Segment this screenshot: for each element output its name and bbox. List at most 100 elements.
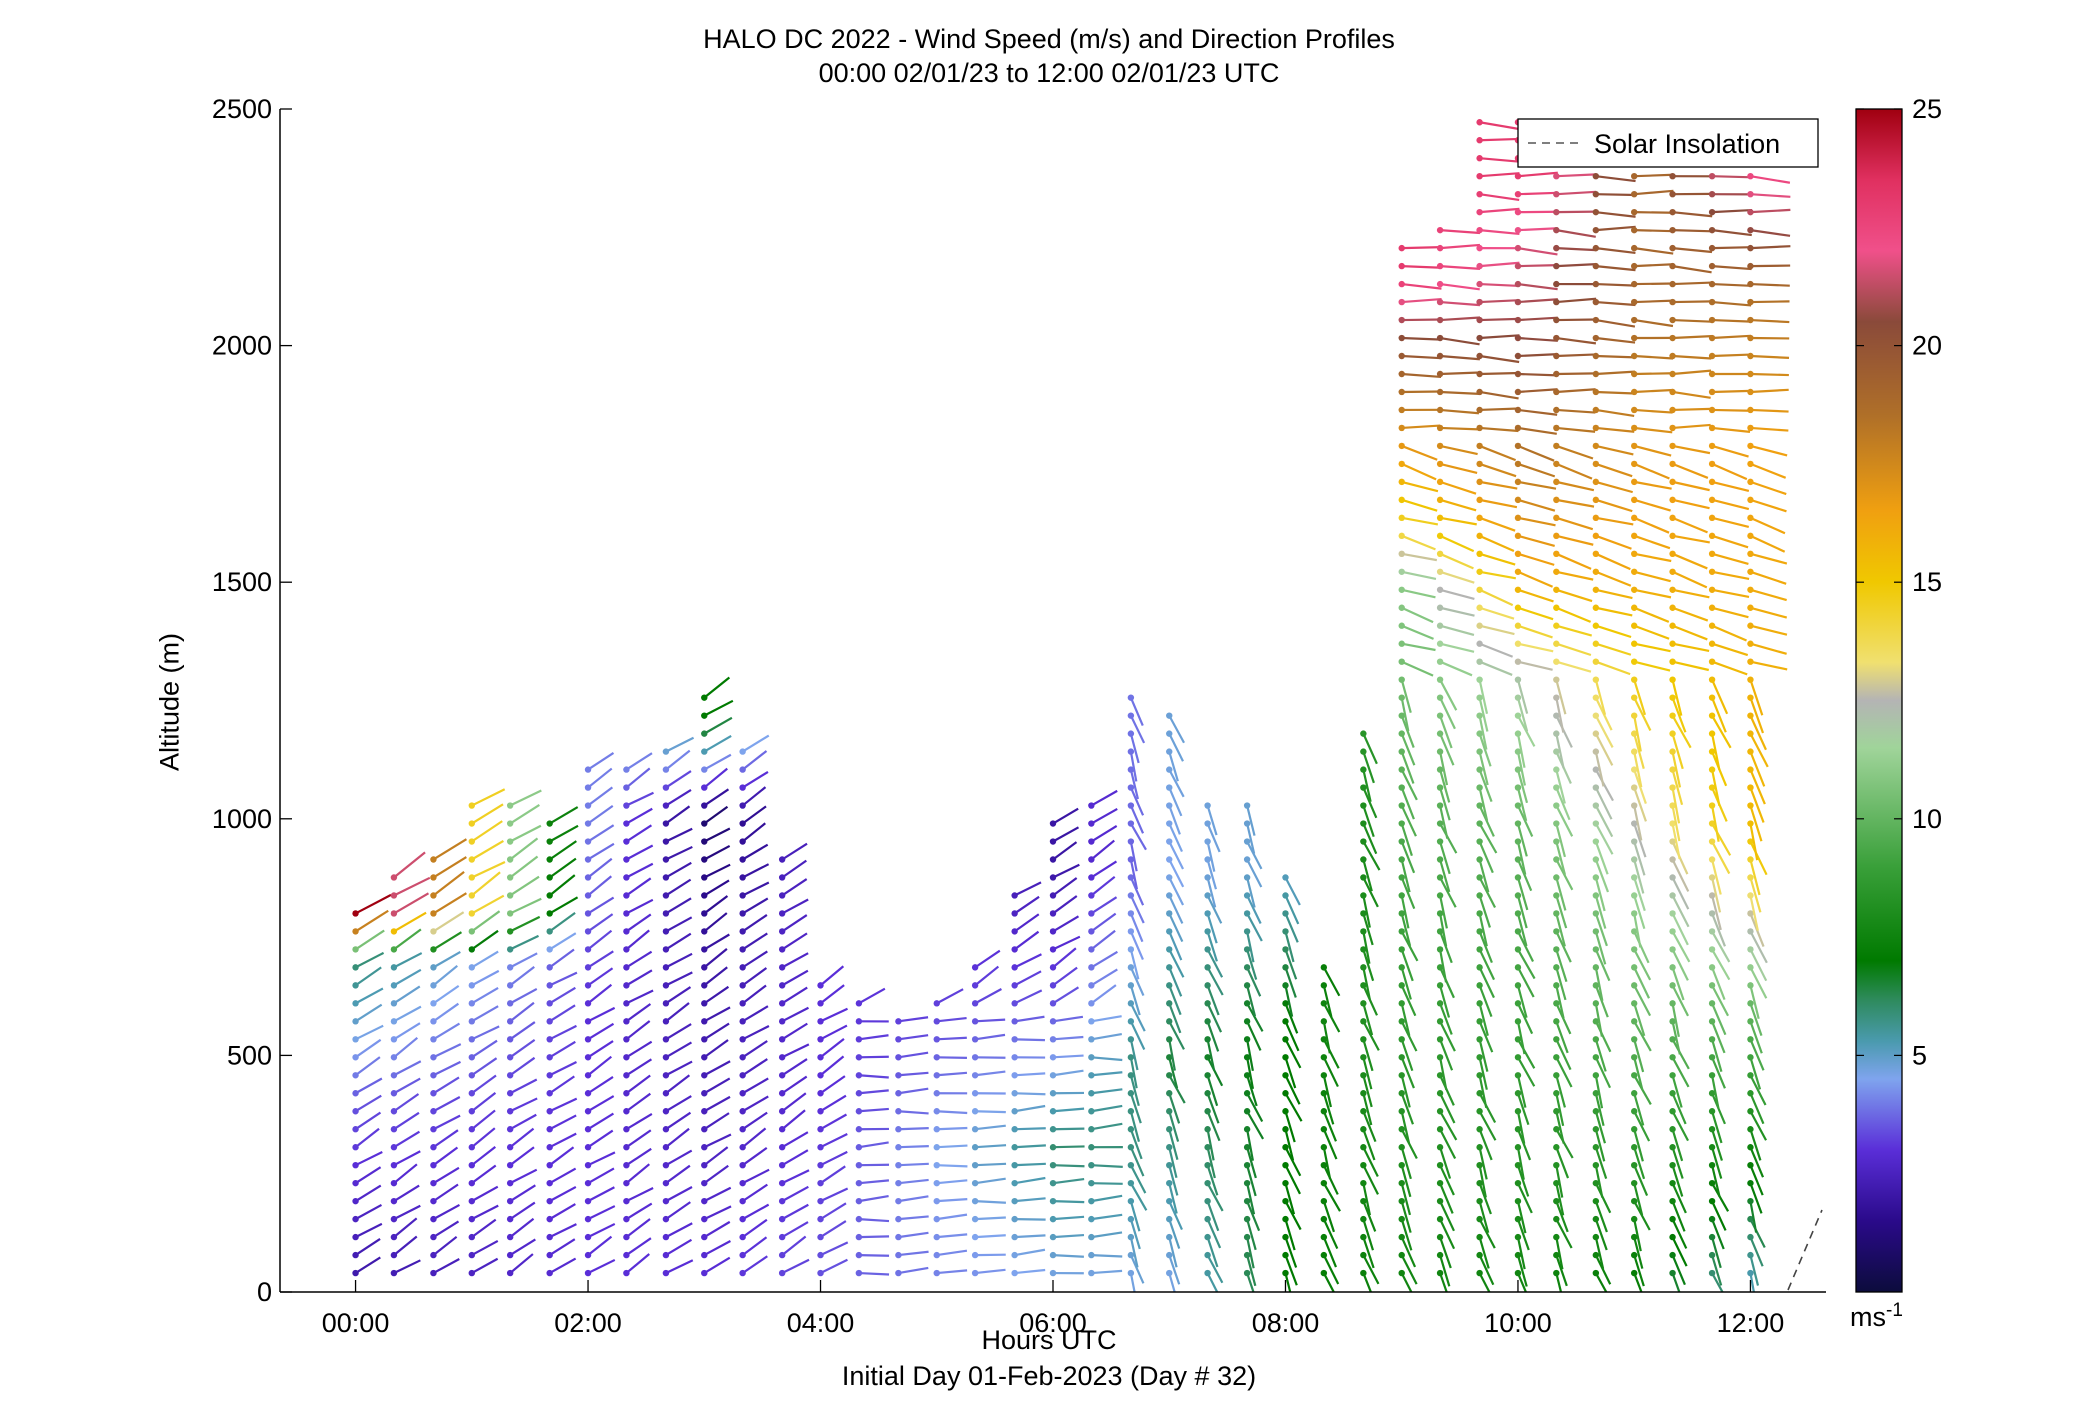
barb-dot: [1669, 1179, 1676, 1187]
wind-barb: [1555, 516, 1594, 531]
barb-dot: [468, 1090, 475, 1097]
wind-barb: [665, 878, 692, 897]
barb-dot: [1398, 352, 1405, 360]
barb-dot: [623, 1018, 630, 1025]
wind-barb: [703, 1164, 729, 1185]
wind-barb: [1439, 805, 1449, 839]
wind-barb: [665, 861, 692, 879]
wind-barb: [742, 734, 770, 753]
wind-barb: [1322, 1110, 1337, 1142]
wind-barb: [975, 1268, 1006, 1275]
barb-dot: [933, 1233, 940, 1241]
barb-dot: [1592, 334, 1600, 342]
barb-dot: [1436, 388, 1444, 396]
barb-dot: [506, 1215, 514, 1223]
barb-dot: [1282, 1108, 1289, 1115]
barb-dot: [933, 1144, 940, 1151]
barb-dot: [1553, 874, 1560, 881]
barb-dot: [1669, 1108, 1676, 1115]
barb-dot: [1669, 262, 1676, 270]
barb-dot: [1243, 892, 1251, 899]
barb-dot: [1476, 532, 1483, 540]
barb-dot: [971, 1108, 979, 1115]
wind-barb: [1633, 606, 1670, 623]
wind-barb: [1206, 1074, 1219, 1107]
wind-barb: [1284, 1074, 1301, 1105]
barb-dot: [817, 1197, 824, 1205]
wind-barb: [820, 1024, 848, 1041]
wind-barb: [1749, 715, 1767, 751]
barb-dot: [1436, 442, 1444, 450]
wind-barb: [1711, 300, 1752, 307]
barb-dot: [623, 910, 630, 917]
wind-barb: [509, 1184, 536, 1203]
barb-dot: [1127, 1000, 1135, 1007]
wind-barb: [1052, 1253, 1084, 1258]
barb-dot: [1553, 298, 1560, 306]
wind-barb: [1750, 624, 1788, 636]
wind-barb: [1711, 1092, 1726, 1125]
wind-barb: [1633, 895, 1646, 930]
wind-barb: [1246, 894, 1262, 924]
barb-dot: [1436, 730, 1444, 737]
barb-dot: [1747, 1161, 1754, 1169]
wind-barb: [1400, 1092, 1414, 1125]
barb-dot: [1320, 1215, 1328, 1223]
wind-barb: [1555, 1020, 1569, 1054]
wind-barb: [858, 1107, 889, 1113]
wind-barb: [1439, 300, 1481, 307]
wind-barb: [1633, 498, 1671, 512]
wind-barb: [1479, 207, 1520, 214]
wind-barb: [471, 860, 506, 879]
barb-dot: [739, 910, 746, 917]
wind-barb: [1052, 877, 1078, 897]
wind-barb: [1555, 444, 1594, 460]
wind-barb: [1671, 1003, 1680, 1038]
wind-barb: [549, 1146, 575, 1167]
wind-barb: [549, 1238, 576, 1257]
wind-barb: [1594, 1272, 1608, 1292]
wind-barb: [1517, 588, 1554, 603]
barb-dot: [739, 1161, 746, 1169]
wind-barb: [1013, 930, 1040, 951]
wind-barb: [1168, 715, 1185, 744]
wind-barb: [665, 986, 692, 1005]
wind-barb: [858, 1179, 890, 1185]
barb-dot: [390, 1233, 398, 1241]
barb-dot: [1436, 298, 1444, 306]
barb-dot: [1436, 280, 1444, 288]
wind-barb: [471, 1164, 497, 1185]
wind-barb: [1633, 444, 1672, 457]
barb-dot: [1747, 568, 1754, 575]
barb-dot: [1553, 802, 1560, 809]
barb-dot: [1592, 1054, 1600, 1061]
wind-barb: [471, 969, 500, 987]
wind-barb: [509, 1217, 535, 1238]
barb-dot: [430, 982, 437, 989]
wind-barb: [703, 699, 734, 717]
wind-barb: [1168, 787, 1183, 817]
barb-dot: [1592, 1000, 1600, 1007]
barb-dot: [623, 982, 630, 989]
barb-dot: [778, 1179, 786, 1187]
barb-dot: [1514, 1108, 1522, 1115]
wind-barb: [1362, 949, 1375, 982]
barb-dot: [1631, 892, 1638, 899]
wind-barb: [1439, 1092, 1456, 1124]
barb-dot: [1669, 622, 1676, 629]
barb-dot: [1553, 622, 1560, 629]
wind-barb: [665, 736, 695, 753]
barb-dot: [1747, 1072, 1754, 1079]
wind-barb: [1362, 1074, 1373, 1108]
wind-barb: [1206, 966, 1224, 996]
wind-barb: [1400, 1272, 1413, 1292]
wind-barb: [1401, 588, 1436, 599]
barb-dot: [1553, 1054, 1560, 1061]
barb-dot: [1204, 892, 1211, 899]
wind-barb: [936, 1213, 968, 1221]
wind-barb: [1711, 1110, 1723, 1144]
barb-dot: [1631, 550, 1638, 558]
wind-barb: [1439, 985, 1451, 1018]
barb-dot: [1088, 982, 1095, 989]
wind-barb: [898, 1087, 929, 1095]
